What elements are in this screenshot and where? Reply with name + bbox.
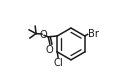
Text: Br: Br: [88, 29, 99, 39]
Text: O: O: [45, 45, 53, 55]
Text: O: O: [39, 30, 47, 40]
Text: Cl: Cl: [53, 58, 63, 68]
